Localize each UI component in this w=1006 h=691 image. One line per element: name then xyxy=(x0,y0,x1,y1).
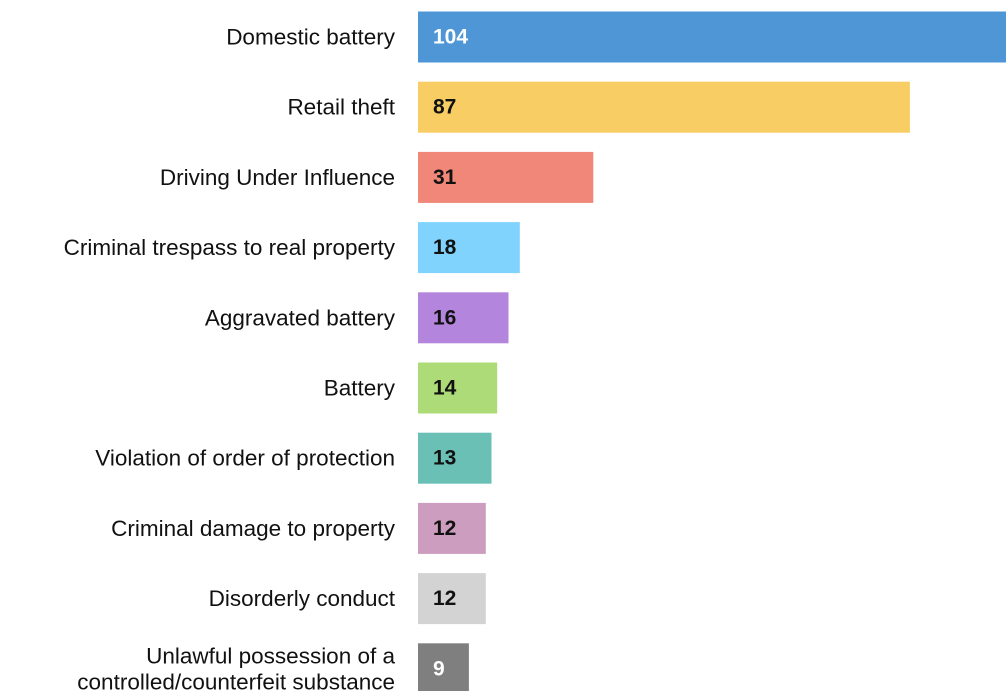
value-label-driving-under-influence: 31 xyxy=(433,166,457,189)
category-label-domestic-battery: Domestic battery xyxy=(226,25,396,50)
bar-disorderly-conduct xyxy=(418,573,486,625)
category-label-unlawful-possession-of-a-controlled-counterfeit-substance: Unlawful possession of a controlled/count… xyxy=(77,643,395,691)
category-label-line: Disorderly conduct xyxy=(209,586,396,611)
category-label-retail-theft: Retail theft xyxy=(287,95,395,120)
bar-battery xyxy=(418,362,498,414)
category-label-line: Domestic battery xyxy=(226,25,396,50)
category-label-violation-of-order-of-protection: Violation of order of protection xyxy=(95,446,395,471)
value-label-unlawful-possession-of-a-controlled-counterfeit-substance: 9 xyxy=(433,657,445,680)
value-label-violation-of-order-of-protection: 13 xyxy=(433,447,456,470)
bar-criminal-damage-to-property xyxy=(418,502,486,554)
category-label-line: Criminal damage to property xyxy=(111,516,396,541)
value-label-criminal-trespass-to-real-property: 18 xyxy=(433,236,457,259)
category-label-line: Retail theft xyxy=(287,95,395,120)
category-label-line: Unlawful possession of a xyxy=(146,643,395,668)
category-label-line: Battery xyxy=(324,376,396,401)
category-label-line: Driving Under Influence xyxy=(160,165,395,190)
value-label-retail-theft: 87 xyxy=(433,96,456,119)
category-label-driving-under-influence: Driving Under Influence xyxy=(160,165,395,190)
category-label-line: controlled/counterfeit substance xyxy=(77,669,395,691)
value-label-disorderly-conduct: 12 xyxy=(433,587,456,610)
bar-unlawful-possession-of-a-controlled-counterfeit-substance xyxy=(418,643,469,691)
category-label-aggravated-battery: Aggravated battery xyxy=(205,305,396,330)
value-label-aggravated-battery: 16 xyxy=(433,306,456,329)
bar-criminal-trespass-to-real-property xyxy=(418,222,520,274)
value-label-domestic-battery: 104 xyxy=(433,26,468,49)
category-label-line: Aggravated battery xyxy=(205,305,396,330)
bar-domestic-battery xyxy=(418,11,1006,63)
bar-retail-theft xyxy=(418,81,910,133)
category-label-criminal-damage-to-property: Criminal damage to property xyxy=(111,516,396,541)
category-label-disorderly-conduct: Disorderly conduct xyxy=(209,586,396,611)
bar-driving-under-influence xyxy=(418,151,594,203)
value-label-battery: 14 xyxy=(433,377,457,400)
bar-violation-of-order-of-protection xyxy=(418,432,492,484)
category-label-battery: Battery xyxy=(324,376,396,401)
bar-aggravated-battery xyxy=(418,292,509,344)
value-label-criminal-damage-to-property: 12 xyxy=(433,517,456,540)
category-label-line: Violation of order of protection xyxy=(95,446,395,471)
category-label-criminal-trespass-to-real-property: Criminal trespass to real property xyxy=(64,235,396,260)
category-label-line: Criminal trespass to real property xyxy=(64,235,396,260)
